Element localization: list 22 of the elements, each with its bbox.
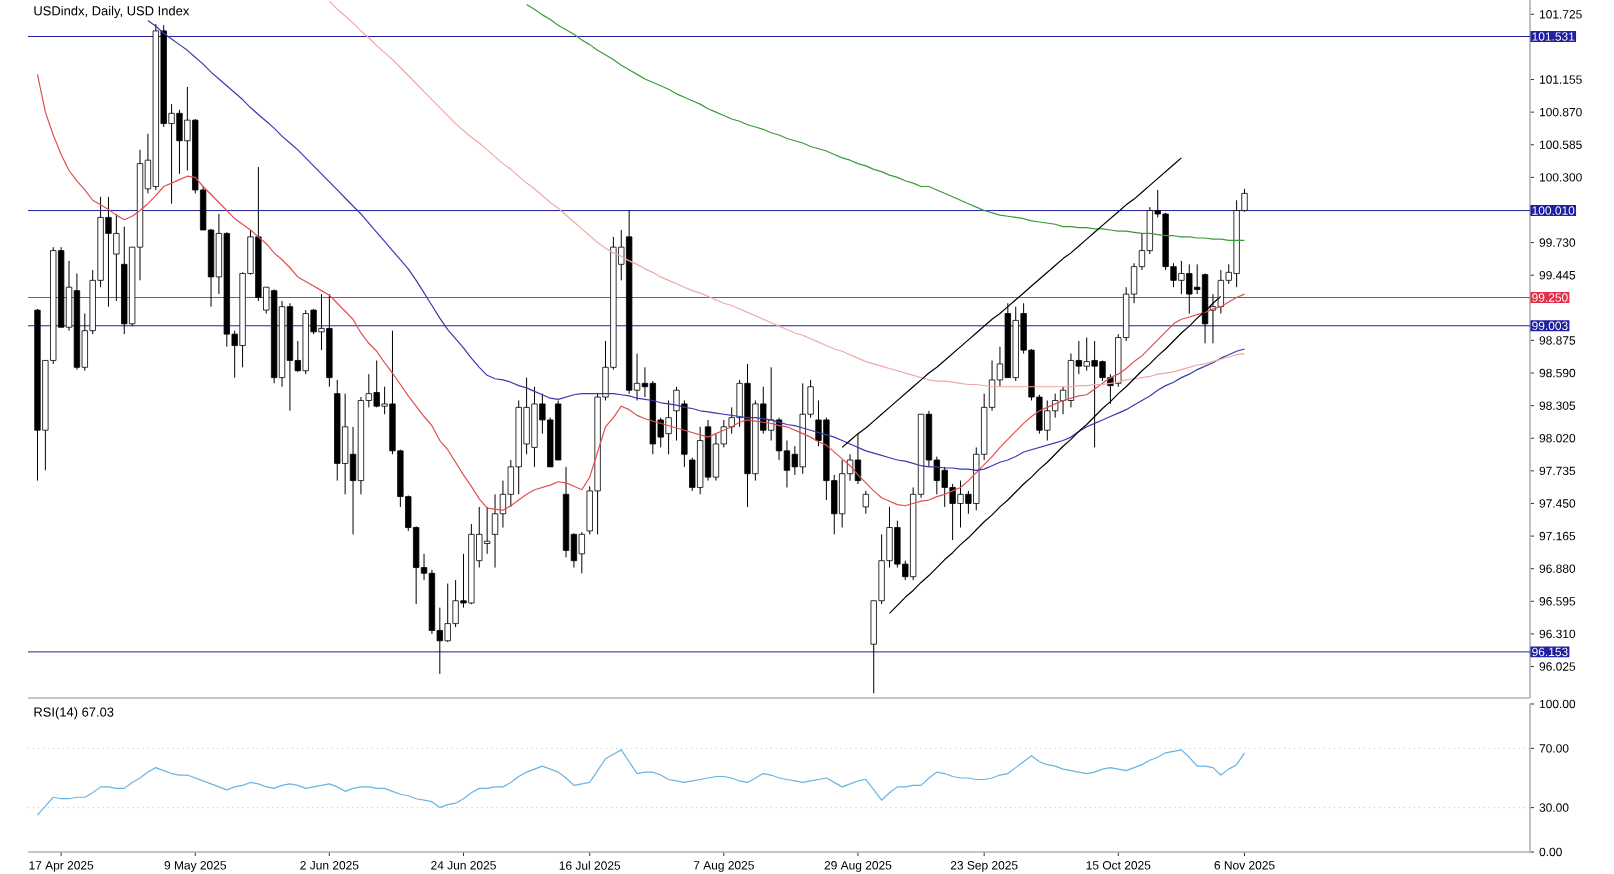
candlestick bbox=[957, 480, 964, 529]
candlestick bbox=[1186, 263, 1193, 315]
candlestick bbox=[1091, 340, 1098, 448]
candlestick bbox=[665, 399, 672, 455]
candlestick bbox=[578, 531, 585, 574]
candlestick bbox=[941, 466, 948, 508]
candlestick bbox=[113, 213, 120, 302]
candlestick bbox=[712, 433, 720, 482]
candlestick bbox=[1099, 359, 1106, 382]
candlestick bbox=[894, 520, 901, 569]
candlestick bbox=[176, 109, 183, 175]
candlestick bbox=[839, 459, 846, 529]
candlestick bbox=[862, 490, 869, 515]
candlestick bbox=[1178, 260, 1185, 295]
candlestick bbox=[105, 196, 112, 308]
candlestick bbox=[1044, 399, 1051, 442]
candlestick bbox=[444, 583, 451, 643]
candlestick bbox=[1083, 337, 1090, 372]
candlestick bbox=[697, 426, 704, 495]
candlestick bbox=[373, 359, 380, 408]
candlestick bbox=[531, 386, 538, 468]
candlestick bbox=[491, 493, 499, 569]
